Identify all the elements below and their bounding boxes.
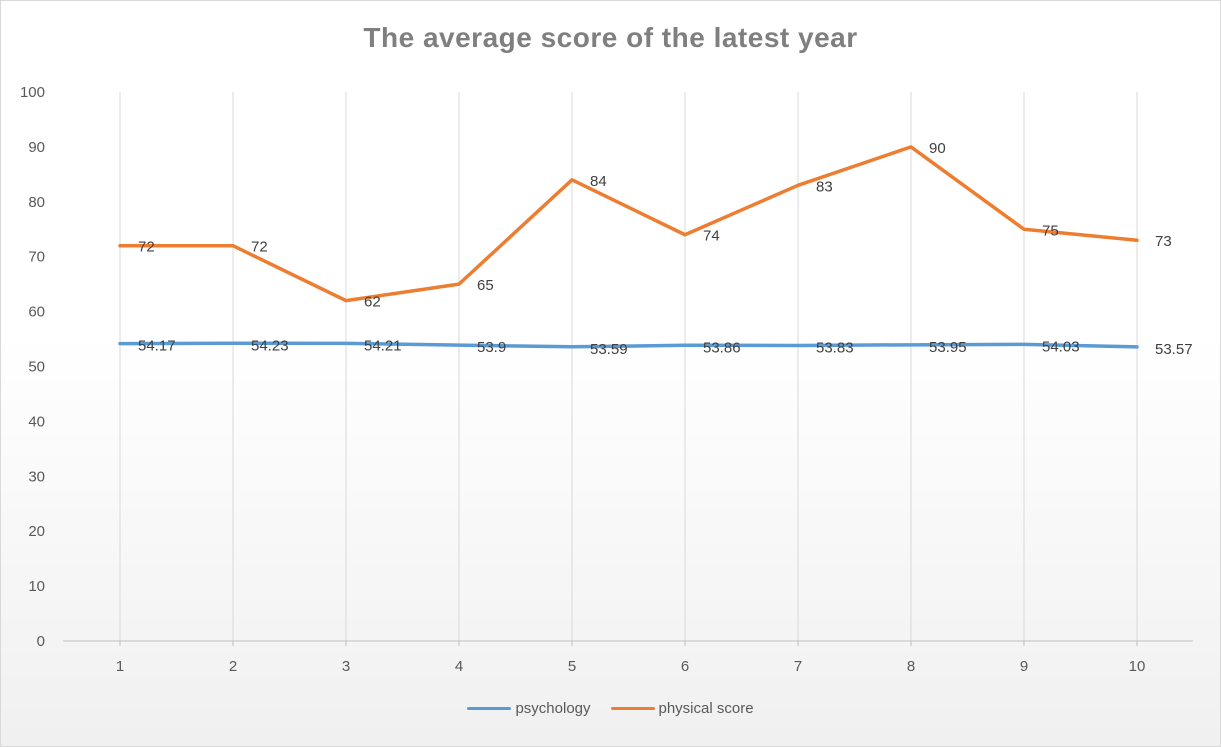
data-label: 84 bbox=[590, 173, 607, 190]
data-label: 53.95 bbox=[929, 339, 967, 356]
data-label: 53.86 bbox=[703, 339, 741, 356]
y-tick-label: 50 bbox=[28, 359, 45, 376]
x-tick-label: 6 bbox=[681, 658, 689, 675]
data-label: 75 bbox=[1042, 222, 1059, 239]
gridlines bbox=[119, 92, 1138, 641]
x-tick-label: 3 bbox=[342, 658, 350, 675]
data-label: 73 bbox=[1155, 233, 1172, 250]
data-label: 65 bbox=[477, 277, 494, 294]
y-tick-label: 0 bbox=[37, 633, 45, 650]
x-tick-label: 7 bbox=[794, 658, 802, 675]
x-tick-label: 2 bbox=[229, 658, 237, 675]
y-tick-label: 30 bbox=[28, 468, 45, 485]
x-tick-label: 10 bbox=[1129, 658, 1146, 675]
data-label: 53.9 bbox=[477, 339, 506, 356]
data-label: 54.23 bbox=[251, 337, 289, 354]
data-label: 74 bbox=[703, 228, 720, 245]
legend-label-psychology: psychology bbox=[515, 700, 591, 717]
legend: psychology physical score bbox=[0, 700, 1221, 717]
y-tick-label: 100 bbox=[20, 84, 45, 101]
data-label: 62 bbox=[364, 294, 381, 311]
data-label: 90 bbox=[929, 140, 946, 157]
data-label: 54.03 bbox=[1042, 338, 1080, 355]
legend-swatch-physical-score bbox=[610, 707, 655, 710]
chart-title: The average score of the latest year bbox=[363, 22, 858, 53]
legend-swatch-psychology bbox=[467, 707, 512, 710]
legend-label-physical-score: physical score bbox=[658, 700, 754, 717]
y-tick-label: 60 bbox=[28, 304, 45, 321]
data-label: 53.59 bbox=[590, 341, 628, 358]
y-tick-label: 40 bbox=[28, 413, 45, 430]
data-label: 53.83 bbox=[816, 339, 854, 356]
x-tick-label: 8 bbox=[907, 658, 915, 675]
y-tick-label: 20 bbox=[28, 523, 45, 540]
data-label: 72 bbox=[251, 239, 268, 256]
x-tick-label: 9 bbox=[1020, 658, 1028, 675]
y-tick-label: 10 bbox=[28, 578, 45, 595]
x-tick-label: 1 bbox=[116, 658, 124, 675]
x-tick-label: 4 bbox=[455, 658, 463, 675]
legend-item-physical-score: physical score bbox=[610, 700, 754, 717]
series-lines bbox=[118, 145, 1139, 349]
y-tick-label: 70 bbox=[28, 249, 45, 266]
data-label: 54.21 bbox=[364, 337, 402, 354]
x-tick-label: 5 bbox=[568, 658, 576, 675]
data-label: 72 bbox=[138, 239, 155, 256]
y-tick-label: 80 bbox=[28, 194, 45, 211]
series-line-psychology bbox=[118, 341, 1139, 349]
data-label: 53.57 bbox=[1155, 341, 1193, 358]
data-labels: 54.17 54.23 54.21 53.9 53.59 53.86 53.83 53.95 5… bbox=[138, 140, 1193, 358]
data-label: 54.17 bbox=[138, 338, 176, 355]
series-line-physical-score bbox=[118, 145, 1139, 303]
y-tick-label: 90 bbox=[28, 139, 45, 156]
data-label: 83 bbox=[816, 178, 833, 195]
legend-item-psychology: psychology bbox=[467, 700, 591, 717]
